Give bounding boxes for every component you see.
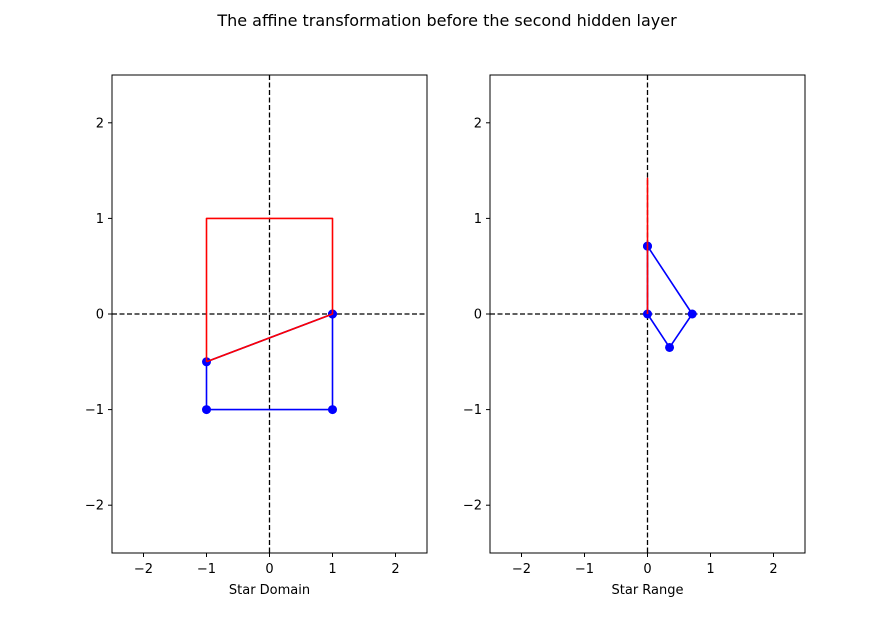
y-tick-label: −2 — [85, 499, 104, 514]
y-tick-label: 1 — [96, 212, 104, 227]
chart-panel-2: −2 −1 0 1 2 −2 −1 0 1 2 Star Range — [463, 74, 806, 598]
y-tick-label: 0 — [96, 308, 104, 323]
x-tick-label: 1 — [328, 562, 336, 577]
y-tick-label: 0 — [474, 308, 482, 323]
plot-area — [112, 75, 427, 553]
x-tick-label: −2 — [512, 562, 531, 577]
x-axis-label: Star Range — [612, 583, 684, 598]
plot-area — [490, 75, 805, 553]
series-1-point-3 — [665, 342, 675, 352]
y-tick-label: 2 — [96, 116, 104, 131]
series-1-point-2 — [687, 309, 697, 319]
x-tick-label: 0 — [643, 562, 651, 577]
x-tick-label: 2 — [391, 562, 399, 577]
x-tick-label: −2 — [134, 562, 153, 577]
chart-panel-1: −2 −1 0 1 2 −2 −1 0 1 2 Star Domain — [85, 74, 428, 598]
series-1-point-2 — [328, 405, 337, 415]
x-tick-label: 1 — [706, 562, 714, 577]
y-tick-label: 2 — [474, 116, 482, 131]
y-tick-label: −1 — [463, 403, 482, 418]
y-tick-label: −1 — [85, 403, 104, 418]
x-tick-label: −1 — [575, 562, 594, 577]
y-tick-label: 1 — [474, 212, 482, 227]
series-1-point-3 — [202, 405, 211, 415]
figure-title: The affine transformation before the sec… — [216, 11, 677, 30]
x-axis-label: Star Domain — [229, 583, 310, 598]
x-tick-label: −1 — [197, 562, 216, 577]
x-tick-label: 0 — [265, 562, 273, 577]
x-tick-label: 2 — [769, 562, 777, 577]
series-line-1 — [646, 245, 694, 349]
y-tick-label: −2 — [463, 499, 482, 514]
series-line-2 — [205, 217, 334, 363]
